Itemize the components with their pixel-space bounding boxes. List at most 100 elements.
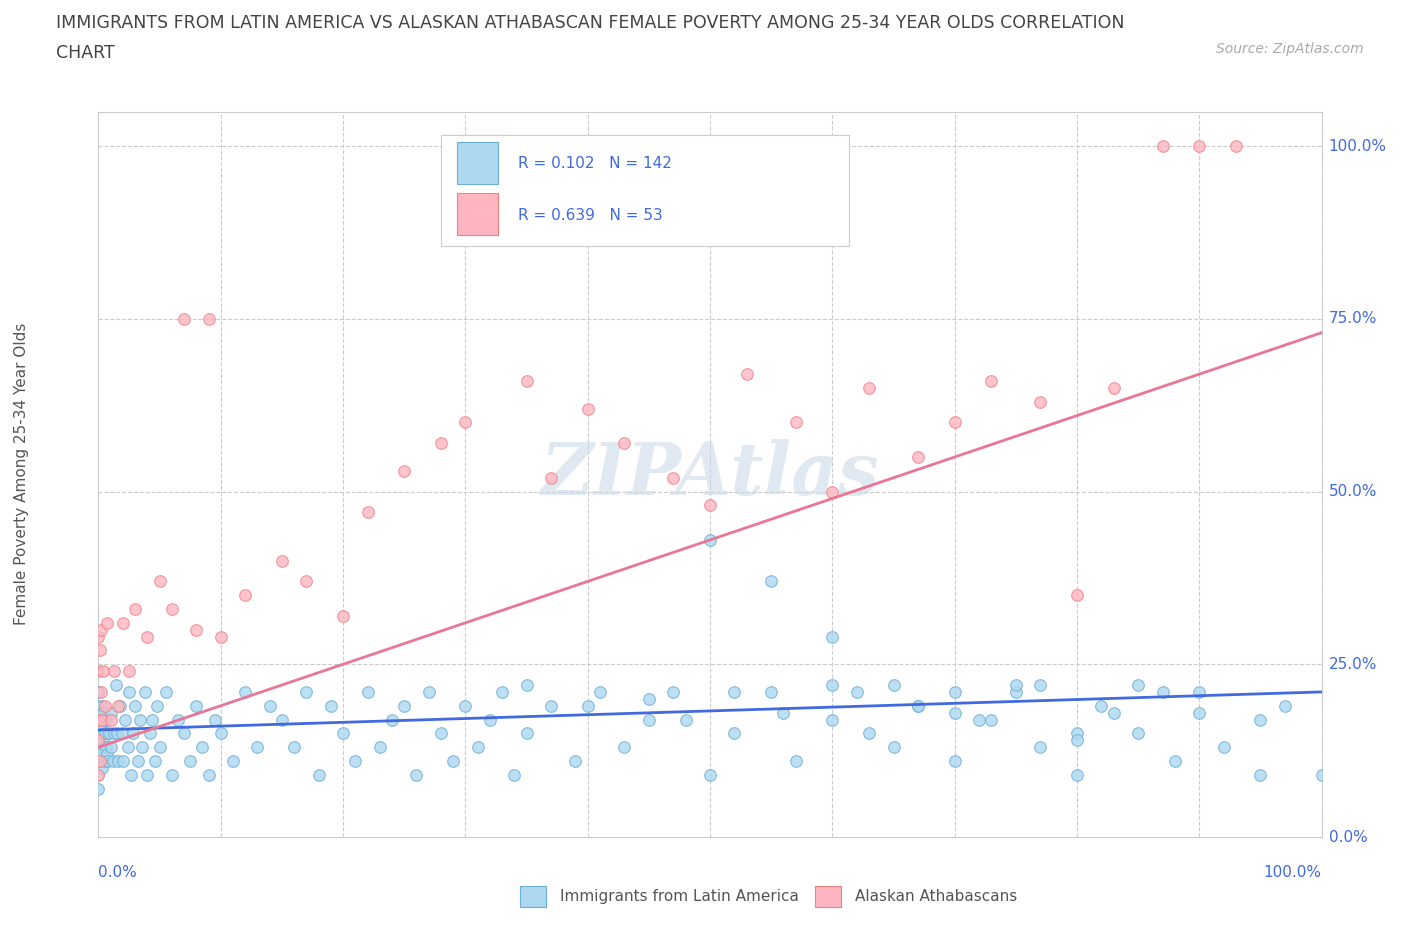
Point (907, 698, 929, 713)
Point (104, 678, 127, 693)
Point (821, 630, 844, 644)
Point (141, 712, 163, 727)
Point (87, 733, 110, 748)
Point (576, 698, 599, 713)
Point (149, 574, 172, 589)
Point (160, 767, 183, 782)
Point (540, 471, 562, 485)
Point (173, 312, 195, 326)
Point (131, 739, 153, 754)
Point (332, 726, 354, 741)
Point (103, 664, 125, 679)
Point (186, 698, 208, 713)
Point (107, 753, 129, 768)
Point (491, 684, 513, 699)
Point (943, 684, 966, 699)
Point (1188, 139, 1211, 153)
Point (1225, 139, 1247, 153)
Point (858, 726, 880, 741)
Point (143, 753, 166, 768)
Bar (457, 141, 498, 184)
Point (392, 463, 416, 478)
Point (90, 719, 112, 734)
Point (93, 726, 115, 741)
Point (1090, 698, 1112, 713)
Point (662, 471, 685, 485)
Point (209, 630, 232, 644)
Point (454, 415, 477, 430)
Point (637, 712, 661, 727)
Point (233, 588, 256, 603)
Point (209, 726, 232, 741)
Point (283, 739, 305, 754)
Point (103, 726, 125, 741)
Point (772, 705, 794, 720)
Point (478, 712, 501, 727)
Point (1066, 726, 1088, 741)
Point (1249, 712, 1271, 727)
Text: 25.0%: 25.0% (1329, 657, 1376, 671)
Point (107, 698, 129, 713)
Point (515, 374, 537, 389)
Point (295, 574, 318, 589)
Point (821, 485, 844, 499)
Text: Female Poverty Among 25-34 Year Olds: Female Poverty Among 25-34 Year Olds (14, 323, 28, 626)
Point (1004, 684, 1026, 699)
Point (197, 767, 219, 782)
Point (662, 684, 685, 699)
Point (136, 767, 159, 782)
Text: CHART: CHART (56, 44, 115, 61)
Point (319, 698, 342, 713)
Point (121, 726, 143, 741)
Point (173, 726, 195, 741)
Point (87, 726, 110, 741)
Point (1029, 739, 1052, 754)
Point (1128, 678, 1150, 693)
Point (93, 753, 115, 768)
Point (89, 712, 111, 727)
Point (1249, 767, 1271, 782)
Point (97, 753, 120, 768)
Point (1274, 698, 1296, 713)
Text: Source: ZipAtlas.com: Source: ZipAtlas.com (1216, 42, 1364, 56)
Point (845, 684, 868, 699)
Point (87, 753, 110, 768)
Point (111, 616, 134, 631)
Point (613, 739, 636, 754)
Point (1128, 726, 1150, 741)
Point (637, 691, 661, 706)
Point (761, 574, 783, 589)
Point (191, 739, 214, 754)
Point (368, 739, 391, 754)
Text: 0.0%: 0.0% (1329, 830, 1368, 844)
Point (515, 678, 537, 693)
Point (332, 608, 354, 623)
Text: 100.0%: 100.0% (1264, 865, 1322, 880)
Point (441, 753, 464, 768)
Point (87, 712, 110, 727)
Text: Alaskan Athabascans: Alaskan Athabascans (855, 889, 1017, 904)
Point (111, 753, 134, 768)
Point (418, 684, 440, 699)
Point (222, 753, 245, 768)
Point (540, 698, 562, 713)
Point (1188, 705, 1211, 720)
Point (118, 684, 141, 699)
Point (179, 753, 201, 768)
Point (980, 374, 1002, 389)
Point (467, 739, 489, 754)
Point (134, 684, 156, 699)
Point (1102, 380, 1125, 395)
Point (1029, 394, 1052, 409)
Point (454, 698, 477, 713)
Point (943, 753, 966, 768)
Point (139, 726, 162, 741)
Point (1004, 678, 1026, 693)
Point (735, 366, 758, 381)
Point (858, 380, 880, 395)
Point (515, 726, 537, 741)
Point (943, 705, 966, 720)
Point (87, 781, 110, 796)
Point (1066, 767, 1088, 782)
Point (1152, 684, 1174, 699)
